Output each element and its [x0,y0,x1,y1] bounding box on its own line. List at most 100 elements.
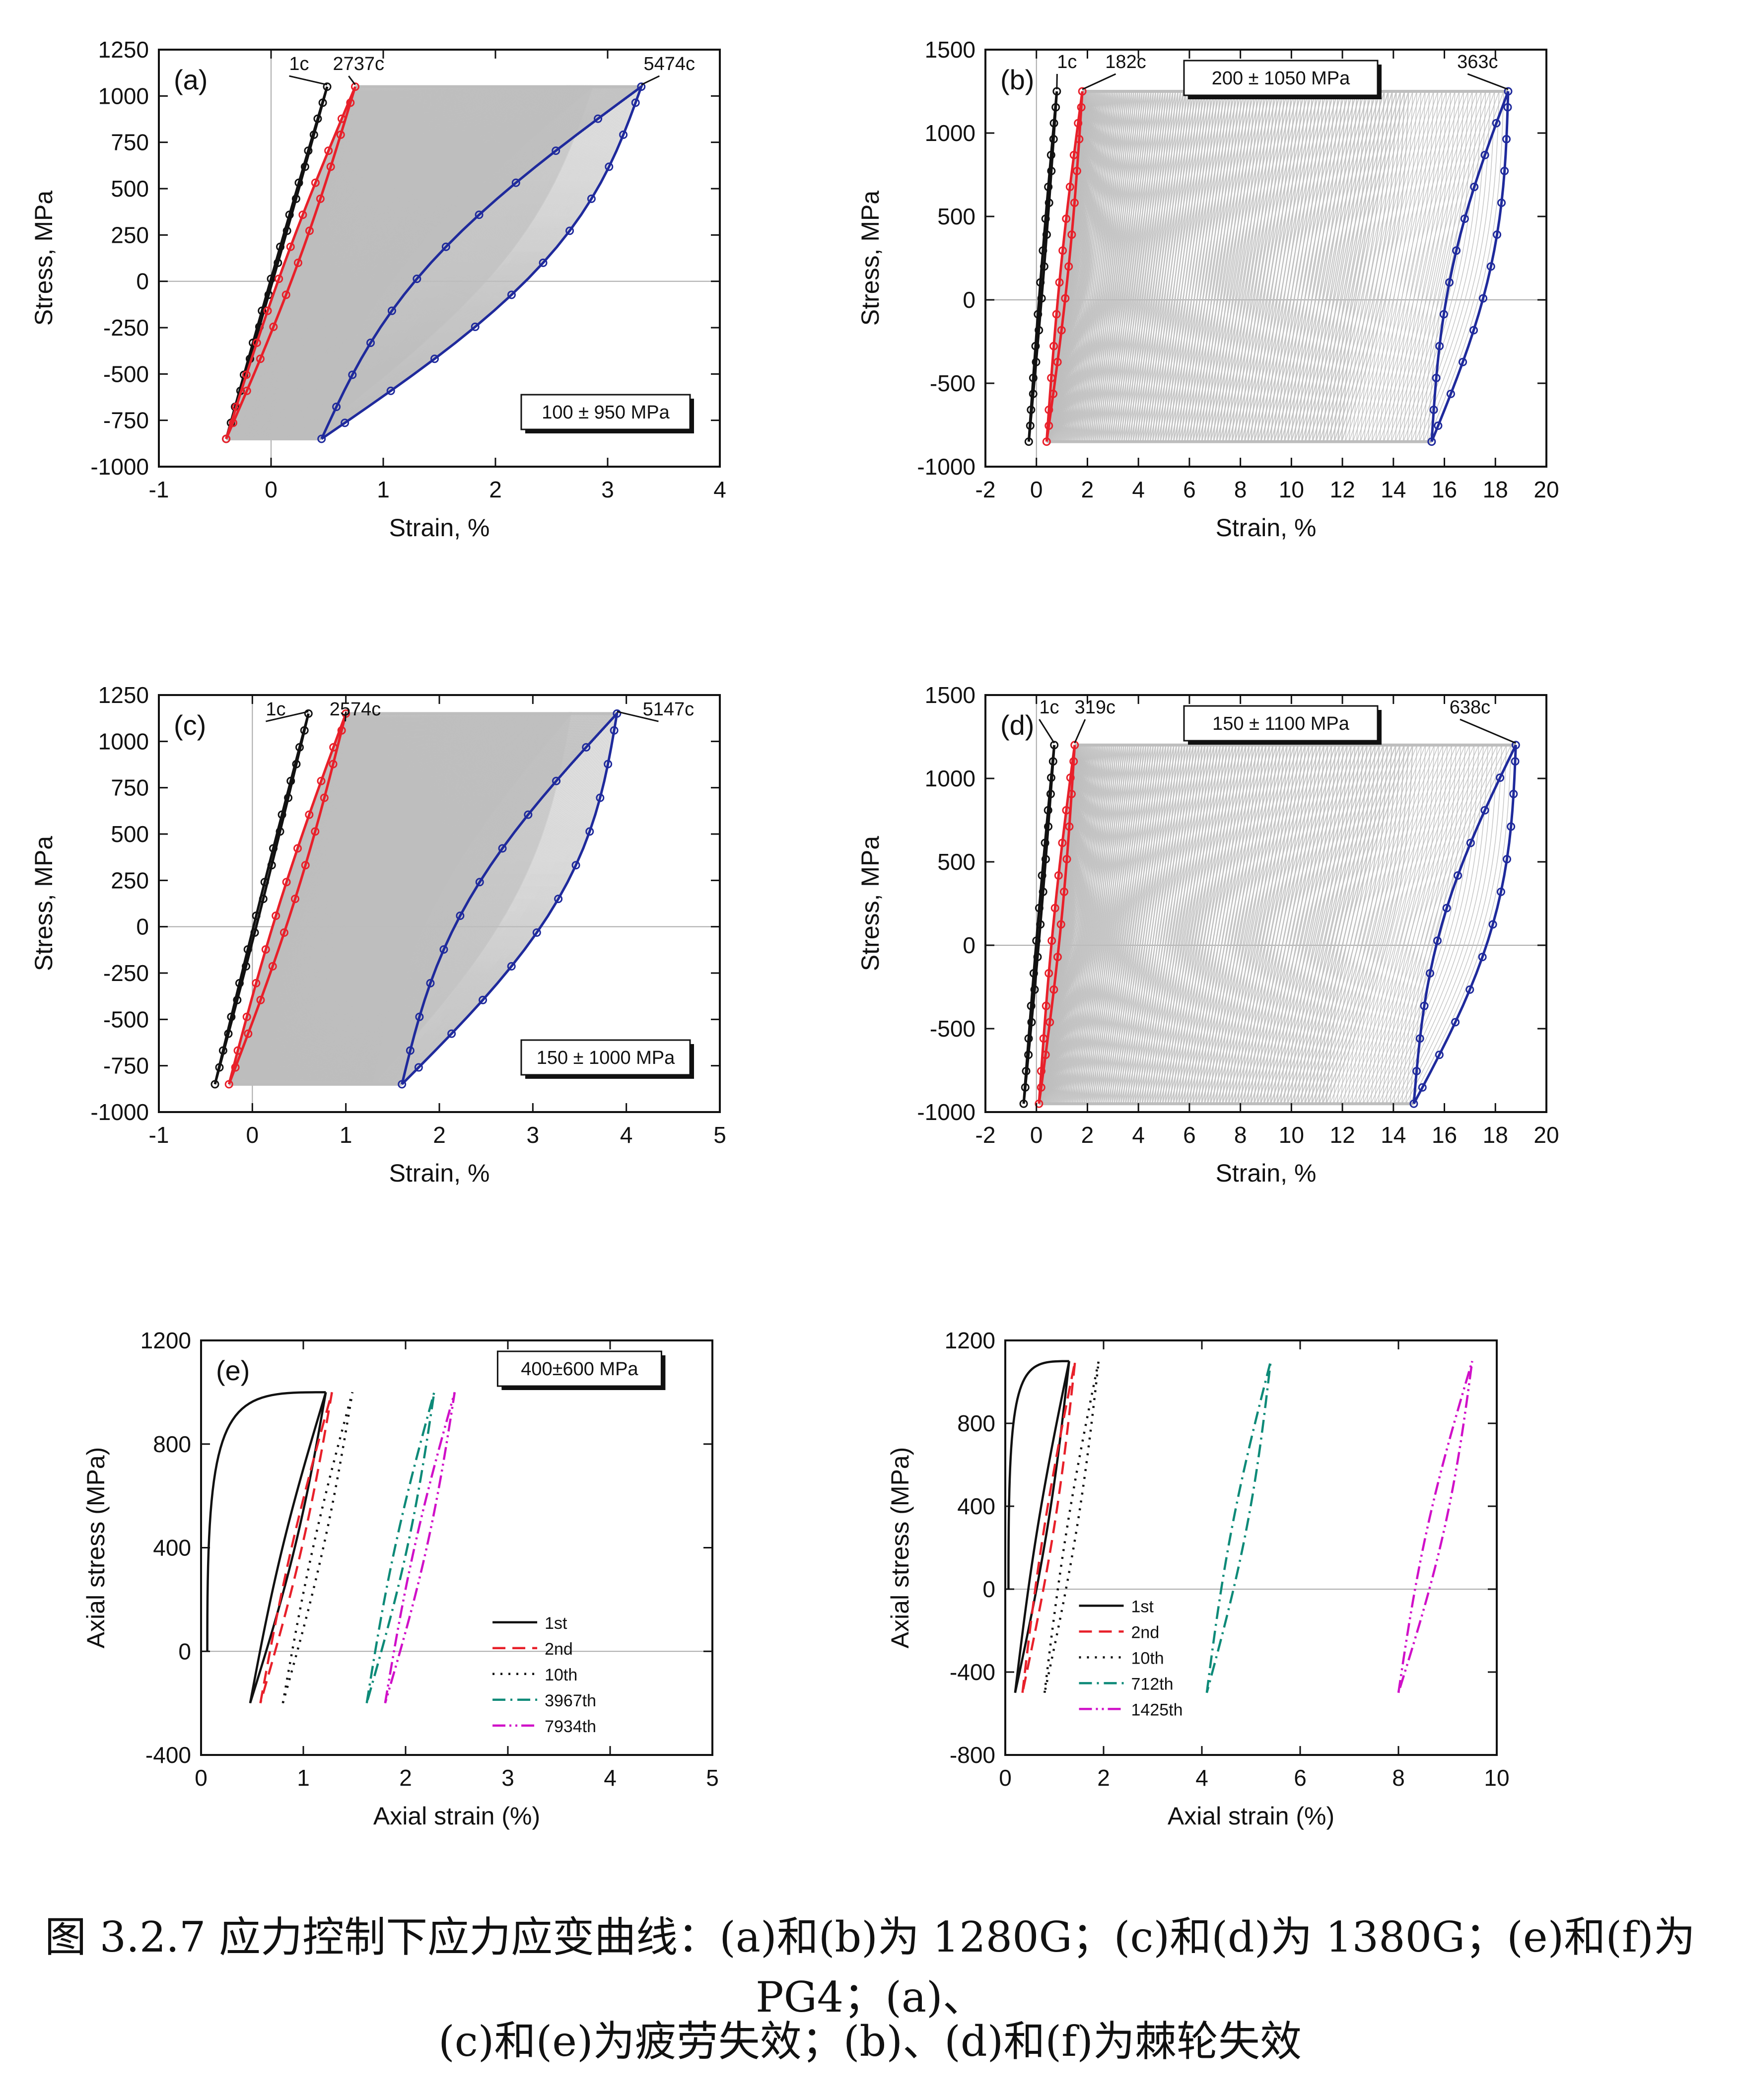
series-marker-2737c [275,275,283,283]
series-marker-319c [1053,953,1062,962]
series-marker-1c [300,726,309,735]
y-tick-label: 250 [111,222,149,248]
x-tick-label: 18 [1483,1122,1508,1148]
series-marker-638c [1478,953,1487,962]
series-marker-363c [1452,246,1461,255]
series-marker-638c [1454,871,1462,880]
x-axis-label: Strain, % [389,514,490,542]
series-marker-638c [1480,806,1489,815]
series-line-363c [1430,91,1510,442]
y-axis-label: Axial stress (MPa) [886,1447,914,1649]
plot-area [985,695,1546,1112]
x-tick-label: 0 [195,1765,208,1791]
series-marker-1c [274,258,282,267]
cycle-label-arrow [1460,718,1516,744]
series-marker-5474c [366,339,375,348]
condition-box-text: 100 ± 950 MPa [542,402,670,423]
series-marker-319c [1047,936,1056,945]
y-tick-label: -250 [103,960,149,986]
cycle-label-arrow [617,710,659,722]
series-marker-1c [1049,135,1058,143]
series-line-2nd [259,1392,333,1704]
panel-label: (c) [174,709,206,741]
series-marker-638c [1497,887,1506,896]
series-marker-319c [1058,839,1067,847]
x-tick-label: -1 [149,477,169,502]
series-marker-2737c [263,306,272,315]
series-line-1c [1022,745,1056,1104]
x-tick-label: 10 [1279,477,1304,502]
series-marker-5474c [507,290,516,299]
y-axis-label: Stress, MPa [856,191,884,326]
series-marker-182c [1055,278,1064,287]
chart-panel-f: 1st 2nd 10th 712th 1425th 0 2 4 6 8 10 -800 -400 0 400… [886,1328,1510,1830]
series-line-1st [206,1391,327,1704]
x-tick-label: 0 [1030,1122,1043,1148]
cycle-label-182c: 182c [1105,52,1146,72]
cycle-label-1c: 1c [1057,52,1077,72]
condition-box [496,1350,662,1387]
series-marker-182c [1062,214,1071,223]
y-tick-label: -800 [950,1742,995,1768]
cycle-label-5147c: 5147c [643,699,695,720]
series-marker-182c [1061,294,1070,303]
series-marker-182c [1069,150,1078,159]
series-marker-2737c [256,354,265,363]
legend: 1st 2nd 10th 712th 1425th [1079,1597,1183,1719]
series-marker-5474c [413,275,421,283]
series-line-2737c [225,86,356,439]
cycle-label-319c: 319c [1075,697,1115,718]
series-marker-1c [1046,150,1055,159]
series-marker-319c [1065,822,1074,831]
series-marker-1c [304,709,313,718]
series-marker-1c [1036,920,1045,929]
y-tick-label: 0 [178,1638,191,1664]
legend-label-3967th: 3967th [545,1691,596,1710]
cycle-label-arrow [1074,719,1086,744]
series-marker-1c [282,226,291,235]
y-axis-label: Stress, MPa [856,836,884,971]
series-marker-2737c [298,210,307,219]
series-marker-5147c [426,979,435,987]
series-marker-5147c [532,928,541,937]
x-tick-label: -2 [975,477,996,502]
condition-box [520,394,691,430]
x-tick-label: 2 [399,1765,412,1791]
series-marker-2737c [337,114,346,123]
y-tick-label: 1000 [98,728,149,754]
axes-frame [984,49,1547,468]
x-tick-label: 1 [340,1122,352,1148]
series-marker-1c [1041,839,1049,847]
x-tick-label: 4 [620,1122,633,1148]
figure-caption-line-2: (c)和(e)为疲劳失效；(b)、(d)和(f)为棘轮失效 [438,2017,1302,2066]
series-marker-5147c [571,861,580,870]
series-marker-2574c [329,760,338,769]
series-marker-2574c [329,743,338,752]
x-axis-label: Axial strain (%) [373,1802,540,1830]
chart-panel-b: 1c 182c 363c -2 0 2 4 6 8 10 12 14 16 18 20 -1000 -500 0 5… [856,37,1559,542]
condition-box-text: 200 ± 1050 MPa [1212,68,1350,89]
series-marker-5474c [605,162,614,171]
series-marker-1c [242,962,251,971]
condition-box [520,1039,691,1076]
cycle-label-arrow [1039,719,1055,744]
plot-area [159,50,720,467]
x-tick-label: 6 [1183,1122,1196,1148]
condition-box [1183,60,1379,96]
y-tick-label: 750 [111,775,149,801]
y-tick-label: -500 [930,370,975,396]
series-marker-363c [1504,87,1513,96]
chart-panel-d: 1c 319c 638c -2 0 2 4 6 8 10 12 14 16 18 20 -1000 -500 0 5… [856,682,1559,1187]
y-tick-label: -500 [930,1016,975,1042]
series-marker-1c [1042,230,1051,239]
series-marker-1c [269,844,278,853]
series-marker-182c [1065,182,1074,191]
series-marker-5474c [552,146,560,155]
series-marker-2737c [346,98,355,107]
series-marker-5474c [441,242,450,251]
x-tick-label: 4 [1195,1765,1208,1791]
series-marker-1c [323,82,332,91]
y-tick-label: -750 [103,408,149,433]
series-line-1425th [1397,1361,1473,1693]
series-marker-5147c [507,962,516,971]
